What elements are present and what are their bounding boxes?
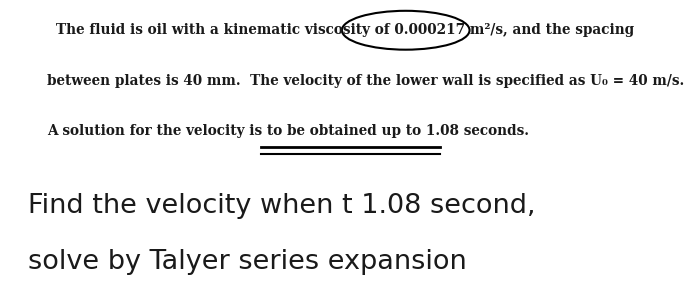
Text: A solution for the velocity is to be obtained up to 1.08 seconds.: A solution for the velocity is to be obt… — [47, 124, 529, 138]
Text: Find the velocity when t 1.08 second,: Find the velocity when t 1.08 second, — [28, 193, 535, 219]
Text: between plates is 40 mm.  The velocity of the lower wall is specified as U₀ = 40: between plates is 40 mm. The velocity of… — [47, 74, 684, 88]
Text: The fluid is oil with a kinematic viscosity of 0.000217 m²/s, and the spacing: The fluid is oil with a kinematic viscos… — [56, 23, 634, 37]
Text: solve by Talyer series expansion: solve by Talyer series expansion — [28, 249, 466, 275]
